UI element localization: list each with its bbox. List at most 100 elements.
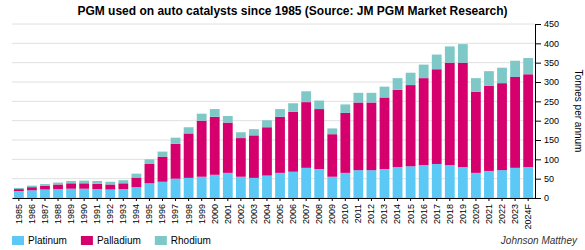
- grid-line: [12, 24, 535, 25]
- x-tick-mark: [110, 198, 111, 201]
- grid-line: [12, 62, 535, 63]
- y-tick-label: 100: [544, 155, 559, 165]
- bar: [92, 189, 102, 198]
- x-tick-mark: [123, 198, 124, 201]
- y-tick: 50: [535, 174, 554, 184]
- bar: [497, 83, 507, 170]
- x-tick-mark: [475, 198, 476, 201]
- bar: [171, 144, 181, 179]
- bar: [314, 101, 324, 110]
- bar: [79, 181, 89, 184]
- bars: [14, 44, 533, 198]
- x-tick-label: 2016: [419, 204, 429, 224]
- x-tick: 1990: [79, 198, 89, 224]
- bar: [380, 87, 390, 98]
- x-tick-mark: [410, 198, 411, 201]
- x-tick-mark: [149, 198, 150, 201]
- grid-line: [12, 198, 535, 199]
- x-tick-mark: [18, 198, 19, 201]
- x-tick: 1992: [105, 198, 115, 224]
- bar: [419, 78, 429, 165]
- bar: [380, 169, 390, 198]
- x-tick-label: 2021: [484, 204, 494, 224]
- legend-label: Rhodium: [171, 235, 211, 246]
- x-tick-mark: [201, 198, 202, 201]
- x-tick-mark: [332, 198, 333, 201]
- legend-item: Platinum: [12, 235, 67, 246]
- y-tick: 150: [535, 135, 559, 145]
- bar: [40, 189, 50, 198]
- x-tick-label: 2002: [236, 204, 246, 224]
- bar: [432, 69, 442, 164]
- y-tick-label: 200: [544, 116, 559, 126]
- bar: [432, 164, 442, 198]
- x-tick-label: 2019: [458, 204, 468, 224]
- x-tick-label: 2006: [288, 204, 298, 224]
- x-tick-label: 2022: [497, 204, 507, 224]
- bar: [14, 188, 24, 189]
- x-tick-mark: [319, 198, 320, 201]
- bar: [105, 184, 115, 189]
- bar: [236, 138, 246, 177]
- bar: [79, 189, 89, 198]
- x-tick-mark: [227, 198, 228, 201]
- x-tick-mark: [306, 198, 307, 201]
- y-tick: 100: [535, 155, 559, 165]
- bar: [340, 104, 350, 113]
- bar: [288, 172, 298, 198]
- x-tick: 2004: [262, 198, 272, 224]
- bar: [275, 109, 285, 117]
- bar: [118, 189, 128, 198]
- x-tick-mark: [44, 198, 45, 201]
- bar: [340, 173, 350, 198]
- bar: [197, 114, 207, 121]
- x-tick-label: 1997: [170, 204, 180, 224]
- bar: [223, 173, 233, 198]
- x-tick-mark: [397, 198, 398, 201]
- x-tick-label: 2004: [262, 204, 272, 224]
- x-tick-mark: [266, 198, 267, 201]
- bar: [197, 121, 207, 177]
- y-tick-label: 50: [544, 174, 554, 184]
- bar: [406, 85, 416, 166]
- y-tick-mark: [535, 63, 541, 64]
- bar: [66, 183, 76, 188]
- legend: PlatinumPalladiumRhodium: [12, 235, 211, 246]
- bar: [145, 164, 155, 183]
- x-tick-mark: [345, 198, 346, 201]
- bar: [92, 184, 102, 189]
- x-tick-mark: [136, 198, 137, 201]
- bar: [523, 74, 533, 167]
- x-tick: 2013: [379, 198, 389, 224]
- y-tick: 200: [535, 116, 559, 126]
- y-tick-label: 250: [544, 97, 559, 107]
- series: [14, 44, 533, 189]
- x-tick-mark: [84, 198, 85, 201]
- y-tick-label: 450: [544, 19, 559, 29]
- x-tick: 2019: [458, 198, 468, 224]
- bar: [40, 184, 50, 186]
- x-tick: 1997: [170, 198, 180, 224]
- bar: [236, 132, 246, 138]
- bar: [484, 86, 494, 171]
- bar: [314, 169, 324, 198]
- bar: [145, 183, 155, 198]
- x-tick-label: 2024F: [523, 204, 533, 230]
- bar: [458, 44, 468, 63]
- x-tick: 1998: [183, 198, 193, 224]
- x-tick-mark: [462, 198, 463, 201]
- bar: [53, 184, 63, 189]
- legend-swatch: [12, 236, 24, 245]
- bar: [249, 178, 259, 198]
- bar: [223, 116, 233, 123]
- x-tick-mark: [371, 198, 372, 201]
- x-tick-label: 1988: [53, 204, 63, 224]
- x-tick: 2017: [432, 198, 442, 224]
- y-tick: 250: [535, 97, 559, 107]
- x-tick-mark: [97, 198, 98, 201]
- x-tick-mark: [71, 198, 72, 201]
- x-tick: 2012: [366, 198, 376, 224]
- x-tick-label: 1993: [118, 204, 128, 224]
- bar: [510, 61, 520, 77]
- x-tick: 2008: [314, 198, 324, 224]
